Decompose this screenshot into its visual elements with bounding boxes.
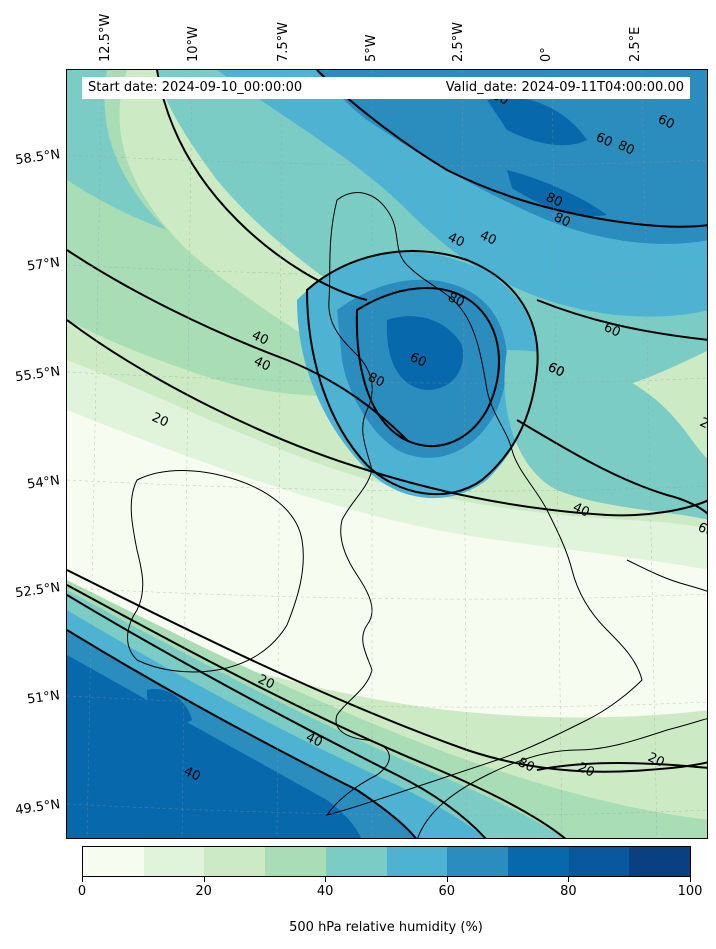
contour-label: 40 bbox=[251, 354, 272, 375]
valid-date-label: Valid_date: 2024-09-11T04:00:00.00 bbox=[382, 77, 690, 99]
contour-20-channel bbox=[536, 762, 707, 771]
longitude-label: 5°W bbox=[364, 34, 379, 62]
coastline-great-britain bbox=[325, 192, 643, 816]
colorbar-tick-label: 20 bbox=[195, 884, 212, 899]
contour-scotland-inner bbox=[355, 287, 500, 447]
colorbar-tick-label: 60 bbox=[438, 884, 456, 899]
latitude-label: 57°N bbox=[26, 255, 62, 275]
longitude-label: 12.5°W bbox=[98, 13, 113, 62]
colorbar-tick bbox=[568, 877, 570, 882]
colorbar-tick bbox=[446, 877, 448, 882]
contour-label: 20 bbox=[575, 760, 596, 781]
contour-label: 20 bbox=[149, 410, 170, 431]
humidity-band-west-teal bbox=[67, 70, 167, 230]
latitude-label: 52.5°N bbox=[14, 580, 62, 602]
coastline-france bbox=[417, 718, 707, 838]
contour-label: 80 bbox=[543, 190, 564, 211]
colorbar-swatch bbox=[568, 847, 630, 876]
contour-label: 60 bbox=[655, 112, 676, 133]
contour-scotland-outer bbox=[305, 250, 539, 496]
humidity-band-90-100-south bbox=[67, 655, 362, 838]
contour-label: 80 bbox=[515, 755, 536, 776]
contour-80-north bbox=[316, 70, 707, 228]
colorbar-tick bbox=[82, 877, 83, 882]
humidity-band-west-green bbox=[67, 70, 397, 396]
contour-label: 60 bbox=[601, 320, 622, 341]
colorbar-tick bbox=[325, 877, 327, 882]
contour-label: 60 bbox=[407, 350, 428, 371]
contour-label: 40 bbox=[570, 500, 591, 521]
start-date-label: Start date: 2024-09-10_00:00:00 bbox=[82, 77, 388, 99]
colorbar-tick bbox=[690, 877, 691, 882]
humidity-band-10-20-strip bbox=[67, 360, 707, 570]
contour-label: 60 bbox=[545, 360, 566, 381]
relative-humidity-map: 8060806080804040806060404060804020406020… bbox=[67, 70, 708, 838]
longitude-label: 10°W bbox=[186, 26, 201, 62]
contour-label: 20 bbox=[255, 672, 276, 693]
humidity-band-north-darkblue bbox=[317, 70, 707, 244]
colorbar-tick-label: 100 bbox=[677, 884, 703, 899]
humidity-band-0-10-west bbox=[67, 400, 707, 718]
contour-label: 80 bbox=[551, 210, 572, 231]
contour-label: 40 bbox=[445, 230, 466, 251]
contour-label: 20 bbox=[697, 415, 708, 436]
longitude-label: 7.5°W bbox=[276, 21, 291, 62]
colorbar-swatch bbox=[204, 847, 266, 876]
longitude-label: 2.5°W bbox=[451, 21, 466, 62]
contour-label: 20 bbox=[645, 750, 666, 771]
colorbar-tick-label: 0 bbox=[77, 884, 87, 899]
latitude-label: 49.5°N bbox=[14, 797, 62, 819]
colorbar-swatch bbox=[629, 847, 691, 876]
graticule bbox=[67, 70, 707, 838]
colorbar-tick-label: 80 bbox=[560, 884, 577, 899]
contour-label: 40 bbox=[249, 328, 270, 349]
contour-label: 40 bbox=[303, 730, 324, 751]
humidity-band-northsea-teal bbox=[504, 350, 707, 520]
map-panel: 8060806080804040806060404060804020406020… bbox=[66, 69, 708, 839]
contour-label: 60 bbox=[593, 130, 614, 151]
colorbar-title: 500 hPa relative humidity (%) bbox=[289, 920, 483, 935]
colorbar-tick-label: 40 bbox=[316, 884, 334, 899]
latitude-label: 54°N bbox=[26, 473, 62, 493]
colorbar-swatch bbox=[83, 847, 144, 876]
contour-20-south bbox=[67, 569, 707, 773]
colorbar bbox=[82, 846, 691, 877]
coastline-ireland bbox=[127, 470, 304, 673]
contour-label: 80 bbox=[445, 290, 466, 311]
contour-label: 80 bbox=[615, 138, 636, 159]
latitude-label: 51°N bbox=[26, 688, 62, 708]
latitude-label: 55.5°N bbox=[14, 364, 62, 386]
contour-60-north bbox=[156, 70, 368, 301]
humidity-band-fleck bbox=[147, 689, 192, 726]
contour-60-south bbox=[67, 594, 487, 838]
contour-label: 80 bbox=[365, 370, 386, 391]
contour-label: 60 bbox=[695, 520, 708, 541]
contour-40-north bbox=[67, 249, 408, 441]
contour-labels: 8060806080804040806060404060804020406020… bbox=[149, 88, 708, 785]
humidity-band-north-deep bbox=[487, 97, 607, 216]
longitude-label: 2.5°E bbox=[628, 26, 643, 62]
colorbar-swatch bbox=[265, 847, 326, 876]
colorbar-swatch bbox=[325, 847, 387, 876]
humidity-band-scotland-deep bbox=[386, 316, 463, 390]
longitude-label: 0° bbox=[539, 47, 554, 62]
contour-80-south bbox=[67, 629, 417, 838]
latitude-label: 58.5°N bbox=[14, 147, 62, 169]
contour-40-east bbox=[516, 419, 707, 515]
coastline-continent bbox=[626, 559, 707, 592]
contour-label: 40 bbox=[181, 764, 202, 785]
contour-label: 40 bbox=[477, 228, 498, 249]
colorbar-swatch bbox=[143, 847, 205, 876]
colorbar-swatch bbox=[507, 847, 569, 876]
coastlines bbox=[127, 192, 707, 838]
colorbar-swatch bbox=[447, 847, 508, 876]
contour-20-north bbox=[67, 319, 707, 517]
colorbar-tick bbox=[203, 877, 205, 882]
colorbar-swatch bbox=[386, 847, 448, 876]
contour-label: 60 bbox=[545, 360, 566, 381]
